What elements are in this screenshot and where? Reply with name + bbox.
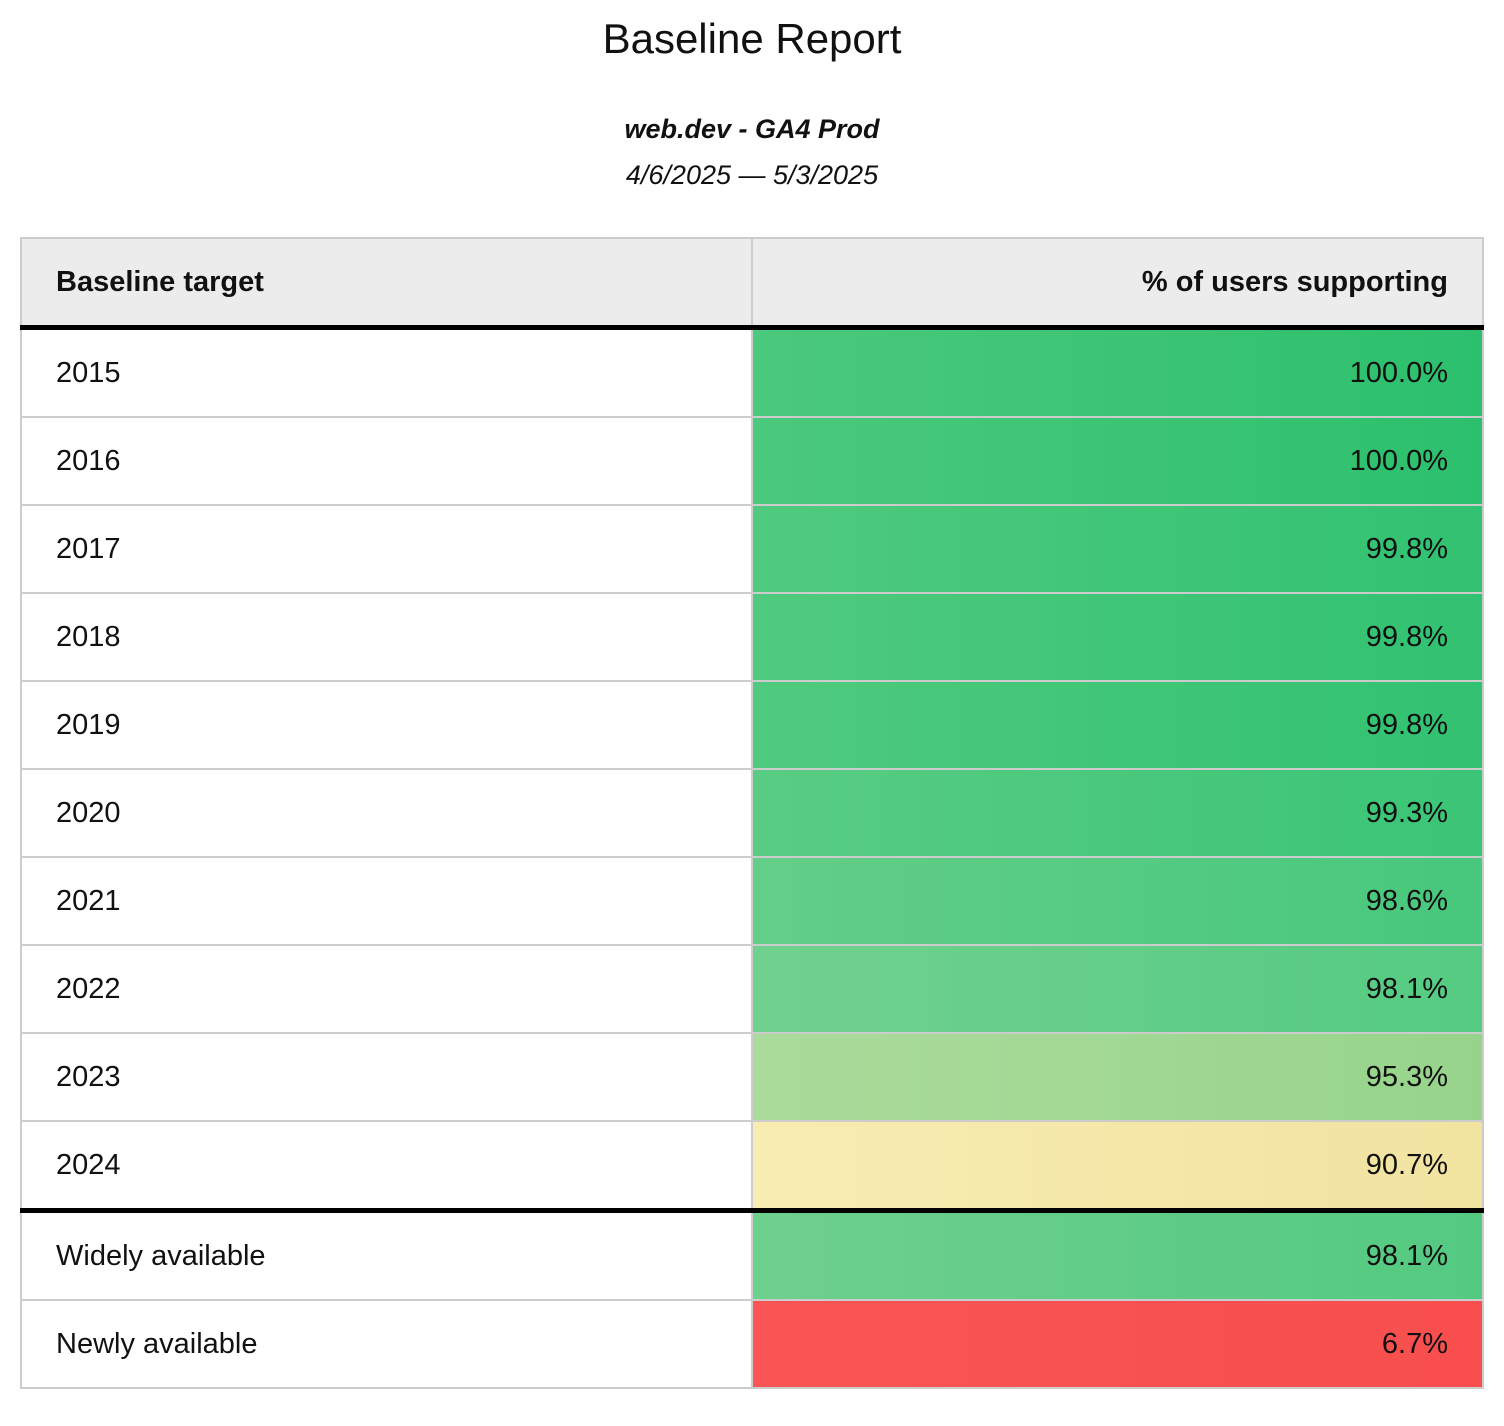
baseline-table: Baseline target % of users supporting 20… [20,237,1484,1390]
column-header-percent-supporting: % of users supporting [751,237,1484,331]
table-row: 2022 98.1% [20,944,1484,1035]
baseline-target-cell: 2020 [20,768,753,859]
report-subtitle: web.dev - GA4 Prod [624,114,880,145]
baseline-target-cell: 2021 [20,856,753,947]
baseline-target-cell: 2015 [20,326,753,419]
baseline-target-cell: 2024 [20,1120,753,1214]
table-row: Widely available 98.1% [20,1209,1484,1302]
report-header: Baseline Report web.dev - GA4 Prod 4/6/2… [0,0,1504,191]
baseline-target-cell: 2016 [20,416,753,507]
table-row: 2018 99.8% [20,592,1484,683]
percent-supporting-cell: 95.3% [751,1032,1484,1123]
baseline-target-cell: 2019 [20,680,753,771]
percent-supporting-cell: 98.1% [751,944,1484,1035]
baseline-target-cell: 2018 [20,592,753,683]
table-row: 2024 90.7% [20,1120,1484,1214]
percent-supporting-cell: 90.7% [751,1120,1484,1214]
table-header-row: Baseline target % of users supporting [20,237,1484,331]
baseline-target-cell: 2022 [20,944,753,1035]
table-row: 2019 99.8% [20,680,1484,771]
report-date-range: 4/6/2025 — 5/3/2025 [625,160,879,191]
baseline-target-cell: Widely available [20,1209,753,1302]
percent-supporting-cell: 99.8% [751,592,1484,683]
table-row: 2021 98.6% [20,856,1484,947]
percent-supporting-cell: 100.0% [751,326,1484,419]
percent-supporting-cell: 99.8% [751,680,1484,771]
baseline-target-cell: 2017 [20,504,753,595]
baseline-target-cell: 2023 [20,1032,753,1123]
percent-supporting-cell: 100.0% [751,416,1484,507]
percent-supporting-cell: 98.6% [751,856,1484,947]
table-header: Baseline target % of users supporting [20,237,1484,331]
table-row: 2016 100.0% [20,416,1484,507]
table-body: 2015 100.0% 2016 100.0% 2017 99.8% 2018 99.8% 20… [20,326,1484,1390]
percent-supporting-cell: 99.8% [751,504,1484,595]
table-row: 2015 100.0% [20,326,1484,419]
baseline-target-cell: Newly available [20,1299,753,1390]
percent-supporting-cell: 98.1% [751,1209,1484,1302]
column-header-baseline-target: Baseline target [20,237,753,331]
table-row: 2023 95.3% [20,1032,1484,1123]
table-row: Newly available 6.7% [20,1299,1484,1390]
page-title: Baseline Report [602,15,902,62]
percent-supporting-cell: 99.3% [751,768,1484,859]
table-row: 2020 99.3% [20,768,1484,859]
table-row: 2017 99.8% [20,504,1484,595]
percent-supporting-cell: 6.7% [751,1299,1484,1390]
